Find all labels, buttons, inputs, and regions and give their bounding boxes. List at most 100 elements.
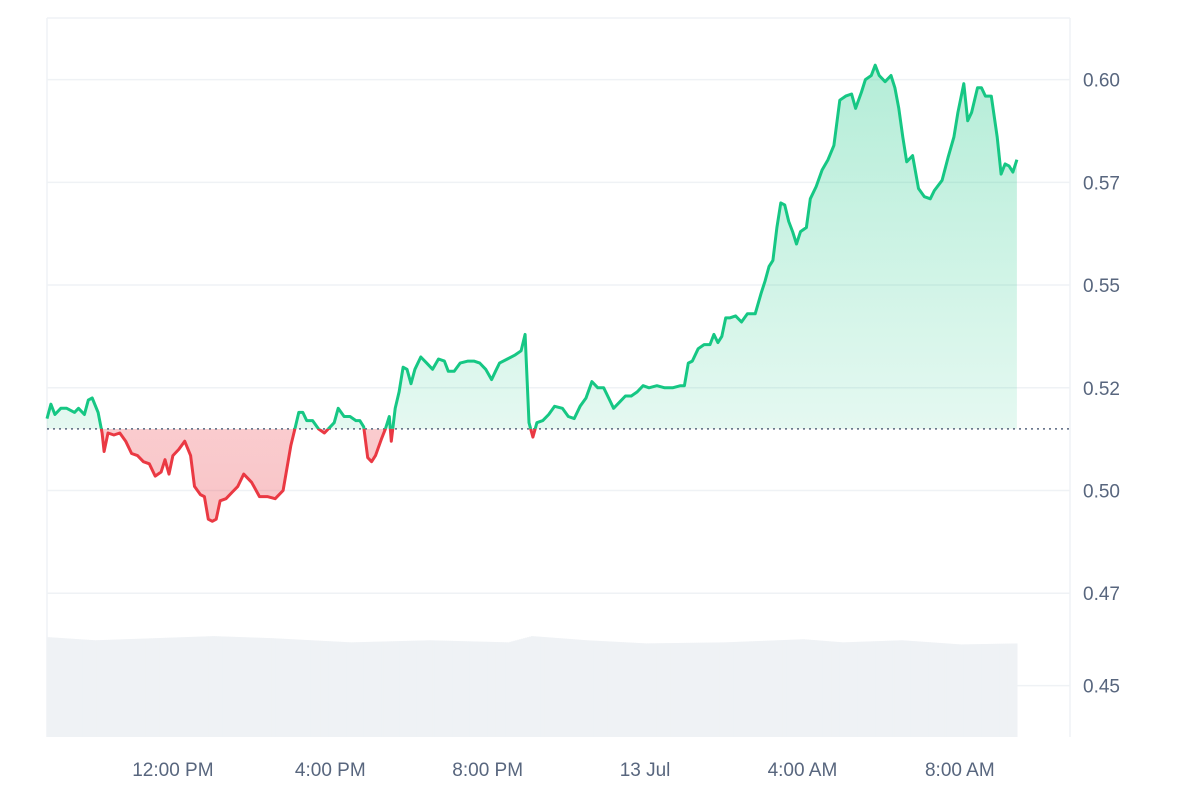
volume-bar: [898, 640, 902, 737]
volume-bar: [174, 637, 178, 737]
volume-bar: [749, 641, 752, 737]
volume-bar: [731, 642, 735, 737]
volume-bar: [855, 641, 859, 737]
volume-bar: [589, 640, 593, 737]
volume-bar: [609, 641, 613, 737]
volume-bar: [194, 636, 198, 737]
volume-bar: [100, 640, 103, 737]
volume-bar: [688, 642, 691, 737]
volume-bar: [373, 641, 377, 737]
volume-bar: [767, 640, 770, 737]
volume-bar: [879, 641, 882, 737]
volume-bar: [513, 640, 516, 737]
volume-bar: [542, 637, 546, 737]
volume-bar: [324, 641, 327, 737]
volume-bar: [896, 640, 900, 737]
volume-bar: [296, 639, 300, 737]
volume-bar: [434, 640, 438, 737]
volume-bar: [375, 641, 379, 737]
volume-bar: [241, 637, 245, 737]
volume-bar: [607, 641, 611, 737]
volume-bar: [702, 642, 705, 737]
volume-bar: [369, 641, 373, 737]
volume-bar: [353, 642, 357, 737]
volume-bar: [794, 639, 798, 737]
volume-bar: [776, 640, 780, 737]
volume-bar: [993, 643, 996, 737]
volume-bar: [973, 644, 977, 737]
volume-bar: [153, 638, 156, 737]
volume-bar: [88, 639, 91, 737]
volume-bar: [442, 640, 446, 737]
volume-bar: [772, 640, 776, 737]
volume-bar: [407, 640, 410, 737]
volume-bar: [739, 641, 743, 737]
volume-bar: [798, 639, 802, 737]
volume-bar: [426, 640, 430, 737]
volume-bar: [808, 639, 811, 737]
volume-bar: [137, 638, 141, 737]
volume-bar: [98, 640, 101, 737]
volume-bar: [131, 638, 135, 737]
volume-bar: [471, 641, 475, 737]
volume-bar: [86, 639, 89, 737]
volume-bar: [90, 640, 93, 737]
volume-bar: [304, 639, 308, 737]
volume-bar: [334, 641, 337, 737]
volume-bar: [202, 636, 206, 737]
volume-bar: [790, 639, 794, 737]
volume-bar: [292, 639, 296, 737]
volume-bar: [255, 637, 259, 737]
volume-bar: [62, 638, 66, 737]
volume-bar: [709, 642, 713, 737]
volume-bar: [967, 644, 971, 737]
volume-bar: [127, 639, 131, 737]
volume-bar: [102, 640, 105, 737]
volume-bar: [660, 643, 664, 737]
volume-bar: [485, 641, 489, 737]
volume-bar: [806, 639, 809, 737]
volume-bar: [72, 638, 76, 737]
volume-bar: [237, 637, 241, 737]
volume-bar: [953, 644, 957, 737]
volume-bar: [505, 642, 508, 737]
volume-bar: [723, 642, 727, 737]
volume-bar: [1003, 643, 1006, 737]
volume-bar: [997, 643, 1000, 737]
volume-bar: [570, 639, 573, 737]
volume-bar: [621, 642, 625, 737]
volume-bar: [342, 641, 345, 737]
volume-bar: [873, 641, 876, 737]
volume-bar: [204, 636, 207, 737]
price-line-down: [99, 428, 537, 523]
volume-bar: [584, 640, 587, 737]
volume-bar: [306, 640, 310, 737]
volume-bar: [837, 642, 841, 737]
volume-bar: [460, 641, 463, 737]
volume-bar: [239, 637, 243, 737]
volume-bar: [812, 640, 815, 737]
volume-bar: [170, 637, 174, 737]
volume-bar: [845, 642, 849, 737]
volume-bar: [540, 636, 544, 737]
volume-bar: [853, 641, 857, 737]
volume-bar: [751, 641, 754, 737]
volume-bar: [367, 641, 371, 737]
volume-bar: [139, 638, 143, 737]
volume-bar: [889, 640, 892, 737]
volume-bar: [613, 641, 617, 737]
volume-bar: [763, 640, 766, 737]
volume-bar: [159, 637, 162, 737]
volume-bar: [300, 639, 304, 737]
volume-bar: [761, 640, 764, 737]
volume-bar: [444, 640, 447, 737]
volume-bar: [224, 636, 227, 737]
volume-bar: [737, 641, 741, 737]
volume-bar: [936, 642, 939, 737]
volume-bar: [405, 640, 408, 737]
volume-bar: [725, 642, 729, 737]
volume-bar: [904, 640, 908, 737]
volume-bar: [631, 642, 634, 737]
volume-bar: [92, 640, 95, 737]
volume-bar: [1005, 643, 1008, 737]
